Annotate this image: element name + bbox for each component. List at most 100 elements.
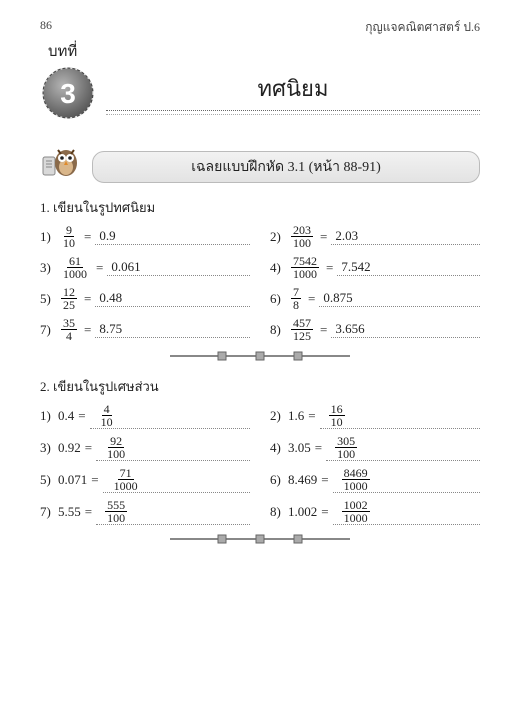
question-fraction: 203100	[291, 224, 313, 249]
item-index: 4)	[270, 260, 288, 276]
problem-cell: 8) 1.002 = 10021000	[270, 499, 480, 525]
problem-cell: 3) 0.92 = 92100	[40, 435, 250, 461]
problem-cell: 5) 1225 = 0.48	[40, 286, 250, 311]
answer-fraction: 84691000	[342, 467, 370, 492]
item-index: 8)	[270, 322, 288, 338]
equals-sign: =	[85, 440, 92, 456]
answer-fraction-wrap: 1610	[320, 403, 480, 429]
answer-fraction: 711000	[112, 467, 140, 492]
section-divider	[40, 350, 480, 362]
exercise-heading-row: เฉลยแบบฝึกหัด 3.1 (หน้า 88-91)	[40, 139, 480, 183]
item-index: 2)	[270, 408, 288, 424]
answer-fraction-wrap: 410	[90, 403, 250, 429]
question-fraction: 910	[61, 224, 77, 249]
item-index: 4)	[270, 440, 288, 456]
question-decimal: 0.4	[58, 408, 74, 424]
question-decimal: 3.05	[288, 440, 311, 456]
answer-fraction-wrap: 711000	[103, 467, 250, 493]
problem-cell: 1) 910 = 0.9	[40, 224, 250, 249]
equals-sign: =	[315, 440, 322, 456]
answer-fraction-wrap: 84691000	[333, 467, 480, 493]
answer-fraction-wrap: 10021000	[333, 499, 480, 525]
answer-fraction: 10021000	[342, 499, 370, 524]
answer-decimal: 0.875	[319, 290, 480, 307]
problem-row: 1) 910 = 0.9 2) 203100 = 2.03	[40, 224, 480, 249]
problem-row: 1) 0.4 = 410 2) 1.6 = 1610	[40, 403, 480, 429]
equals-sign: =	[308, 291, 315, 307]
item-index: 6)	[270, 472, 288, 488]
equals-sign: =	[85, 504, 92, 520]
problem-row: 3) 0.92 = 92100 4) 3.05 = 305100	[40, 435, 480, 461]
equals-sign: =	[321, 504, 328, 520]
answer-fraction: 555100	[105, 499, 127, 524]
item-index: 1)	[40, 408, 58, 424]
owl-icon	[40, 139, 84, 183]
answer-fraction: 410	[99, 403, 115, 428]
answer-fraction: 1610	[329, 403, 345, 428]
chapter-row: 3 ทศนิยม	[40, 65, 480, 121]
answer-fraction-wrap: 92100	[96, 435, 250, 461]
divider-icon	[170, 533, 350, 545]
problem-cell: 2) 1.6 = 1610	[270, 403, 480, 429]
section2-title: 2. เขียนในรูปเศษส่วน	[40, 376, 480, 397]
equals-sign: =	[308, 408, 315, 424]
item-index: 2)	[270, 229, 288, 245]
question-fraction: 457125	[291, 317, 313, 342]
answer-fraction-wrap: 305100	[326, 435, 480, 461]
question-decimal: 5.55	[58, 504, 81, 520]
chapter-label: บทที่	[48, 39, 480, 63]
item-index: 3)	[40, 440, 58, 456]
question-decimal: 0.92	[58, 440, 81, 456]
answer-decimal: 0.48	[95, 290, 250, 307]
item-index: 1)	[40, 229, 58, 245]
section1-problems: 1) 910 = 0.9 2) 203100 = 2.03 3) 611000 …	[40, 224, 480, 342]
problem-cell: 5) 0.071 = 711000	[40, 467, 250, 493]
equals-sign: =	[84, 322, 91, 338]
answer-decimal: 0.061	[107, 259, 250, 276]
equals-sign: =	[91, 472, 98, 488]
question-fraction: 78	[291, 286, 301, 311]
problem-cell: 6) 78 = 0.875	[270, 286, 480, 311]
item-index: 6)	[270, 291, 288, 307]
equals-sign: =	[320, 322, 327, 338]
question-decimal: 1.6	[288, 408, 304, 424]
problem-cell: 4) 3.05 = 305100	[270, 435, 480, 461]
book-title: กุญแจคณิตศาสตร์ ป.6	[365, 18, 480, 37]
answer-fraction-wrap: 555100	[96, 499, 250, 525]
problem-cell: 2) 203100 = 2.03	[270, 224, 480, 249]
problem-cell: 8) 457125 = 3.656	[270, 317, 480, 342]
page: 86 กุญแจคณิตศาสตร์ ป.6 บทที่ 3 ทศนิยม	[0, 0, 510, 720]
answer-decimal: 2.03	[331, 228, 480, 245]
answer-decimal: 3.656	[331, 321, 480, 338]
item-index: 7)	[40, 504, 58, 520]
answer-decimal: 0.9	[95, 228, 250, 245]
question-fraction: 354	[61, 317, 77, 342]
problem-cell: 7) 5.55 = 555100	[40, 499, 250, 525]
item-index: 5)	[40, 472, 58, 488]
item-index: 5)	[40, 291, 58, 307]
problem-row: 7) 5.55 = 555100 8) 1.002 = 10021000	[40, 499, 480, 525]
divider-icon	[170, 350, 350, 362]
item-index: 3)	[40, 260, 58, 276]
equals-sign: =	[321, 472, 328, 488]
question-fraction: 611000	[61, 255, 89, 280]
page-number: 86	[40, 18, 52, 37]
problem-row: 7) 354 = 8.75 8) 457125 = 3.656	[40, 317, 480, 342]
page-header: 86 กุญแจคณิตศาสตร์ ป.6	[40, 18, 480, 37]
equals-sign: =	[84, 291, 91, 307]
section2-problems: 1) 0.4 = 410 2) 1.6 = 1610 3) 0.92 = 921…	[40, 403, 480, 525]
section-divider	[40, 533, 480, 545]
problem-row: 5) 1225 = 0.48 6) 78 = 0.875	[40, 286, 480, 311]
equals-sign: =	[78, 408, 85, 424]
question-decimal: 8.469	[288, 472, 317, 488]
question-fraction: 75421000	[291, 255, 319, 280]
problem-row: 5) 0.071 = 711000 6) 8.469 = 84691000	[40, 467, 480, 493]
equals-sign: =	[320, 229, 327, 245]
equals-sign: =	[326, 260, 333, 276]
answer-decimal: 8.75	[95, 321, 250, 338]
chapter-badge-icon: 3	[40, 65, 96, 121]
item-index: 8)	[270, 504, 288, 520]
problem-cell: 7) 354 = 8.75	[40, 317, 250, 342]
problem-row: 3) 611000 = 0.061 4) 75421000 = 7.542	[40, 255, 480, 280]
equals-sign: =	[84, 229, 91, 245]
